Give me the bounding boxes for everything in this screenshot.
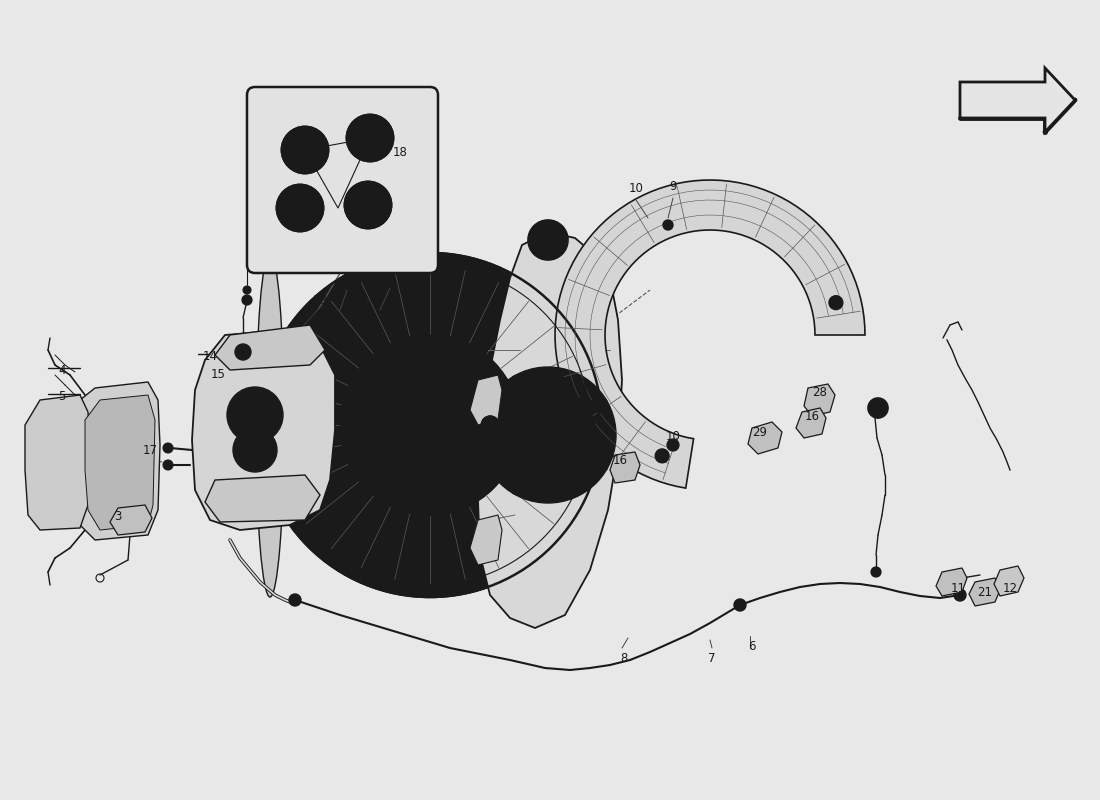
Circle shape: [868, 398, 888, 418]
Circle shape: [528, 220, 568, 260]
Circle shape: [277, 185, 323, 231]
Polygon shape: [748, 422, 782, 454]
Text: 14: 14: [202, 350, 218, 362]
Polygon shape: [610, 452, 640, 483]
Circle shape: [236, 397, 273, 433]
Circle shape: [372, 381, 390, 398]
Circle shape: [363, 131, 377, 145]
Ellipse shape: [256, 253, 284, 597]
Circle shape: [292, 136, 319, 164]
Circle shape: [227, 387, 283, 443]
Polygon shape: [470, 515, 502, 565]
Circle shape: [480, 367, 616, 503]
Circle shape: [239, 348, 248, 356]
Text: 8: 8: [620, 651, 628, 665]
Text: 16: 16: [804, 410, 820, 422]
Circle shape: [163, 443, 173, 453]
Text: 7: 7: [708, 651, 716, 665]
Text: 18: 18: [393, 146, 407, 159]
Text: 3: 3: [114, 510, 122, 522]
Circle shape: [538, 230, 558, 250]
Polygon shape: [960, 68, 1075, 132]
Circle shape: [233, 428, 277, 472]
Text: 17: 17: [143, 443, 157, 457]
Circle shape: [592, 397, 608, 413]
Text: 12: 12: [1002, 582, 1018, 594]
Polygon shape: [75, 382, 160, 540]
Circle shape: [282, 127, 328, 173]
Text: 11: 11: [950, 582, 966, 594]
Circle shape: [235, 344, 251, 360]
Circle shape: [656, 449, 669, 463]
Circle shape: [356, 124, 384, 152]
Circle shape: [440, 358, 458, 377]
Polygon shape: [110, 505, 152, 535]
Text: 15: 15: [210, 367, 225, 381]
Circle shape: [293, 201, 307, 215]
Text: 21: 21: [978, 586, 992, 599]
Polygon shape: [994, 566, 1024, 596]
Polygon shape: [214, 325, 324, 370]
Circle shape: [286, 194, 313, 222]
Text: 29: 29: [752, 426, 768, 439]
Circle shape: [510, 375, 526, 391]
Text: 9: 9: [669, 179, 676, 193]
Circle shape: [341, 335, 519, 514]
Text: 1: 1: [386, 271, 394, 285]
Text: 10: 10: [666, 430, 681, 442]
Text: 16: 16: [613, 454, 627, 466]
Text: 10: 10: [628, 182, 643, 194]
Polygon shape: [556, 180, 865, 488]
Circle shape: [361, 198, 375, 212]
Circle shape: [734, 599, 746, 611]
Circle shape: [354, 191, 382, 219]
Polygon shape: [478, 232, 622, 628]
Circle shape: [871, 567, 881, 577]
Circle shape: [520, 407, 576, 463]
Circle shape: [667, 439, 679, 451]
Circle shape: [954, 589, 966, 601]
Polygon shape: [25, 395, 90, 530]
Polygon shape: [969, 578, 1000, 606]
Circle shape: [289, 594, 301, 606]
Circle shape: [243, 286, 251, 294]
Circle shape: [829, 296, 843, 310]
Polygon shape: [85, 395, 155, 530]
Circle shape: [298, 143, 312, 157]
Polygon shape: [192, 330, 336, 530]
Circle shape: [440, 474, 458, 491]
Text: 4: 4: [58, 363, 66, 377]
Circle shape: [396, 390, 464, 459]
Text: 28: 28: [813, 386, 827, 399]
Polygon shape: [804, 384, 835, 416]
Circle shape: [163, 460, 173, 470]
Circle shape: [242, 295, 252, 305]
Circle shape: [481, 416, 499, 434]
Polygon shape: [470, 375, 502, 425]
Circle shape: [372, 451, 390, 470]
Circle shape: [412, 408, 448, 442]
Text: 5: 5: [58, 390, 66, 402]
Text: 20: 20: [870, 402, 886, 414]
Circle shape: [873, 403, 883, 413]
Polygon shape: [205, 475, 320, 522]
Text: 2: 2: [343, 274, 351, 286]
Circle shape: [592, 457, 608, 473]
Circle shape: [510, 479, 526, 495]
Circle shape: [345, 182, 390, 228]
FancyBboxPatch shape: [248, 87, 438, 273]
Polygon shape: [796, 408, 826, 438]
Text: 6: 6: [748, 639, 756, 653]
Circle shape: [663, 220, 673, 230]
Text: 18: 18: [312, 294, 328, 307]
Polygon shape: [936, 568, 967, 596]
Circle shape: [500, 387, 596, 483]
Circle shape: [258, 253, 602, 597]
Circle shape: [346, 115, 393, 161]
